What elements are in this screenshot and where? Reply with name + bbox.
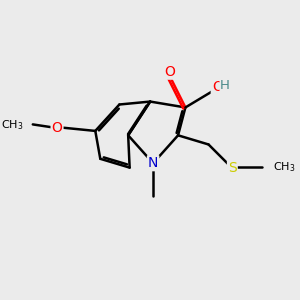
Text: CH$_3$: CH$_3$ <box>1 118 23 132</box>
Text: N: N <box>148 156 158 170</box>
Text: S: S <box>228 161 237 175</box>
Text: CH$_3$: CH$_3$ <box>273 160 295 174</box>
Text: H: H <box>220 79 230 92</box>
Text: O: O <box>52 121 62 135</box>
Text: O: O <box>212 80 223 94</box>
Text: O: O <box>164 65 175 79</box>
